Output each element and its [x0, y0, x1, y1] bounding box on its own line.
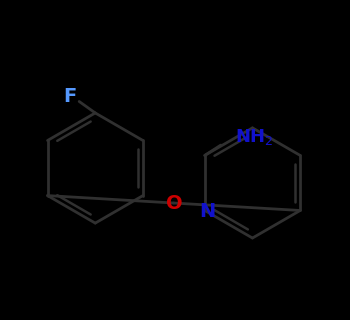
Text: N: N — [199, 202, 215, 221]
Text: F: F — [63, 87, 77, 106]
Text: NH$_2$: NH$_2$ — [234, 127, 273, 147]
Text: O: O — [166, 194, 182, 212]
